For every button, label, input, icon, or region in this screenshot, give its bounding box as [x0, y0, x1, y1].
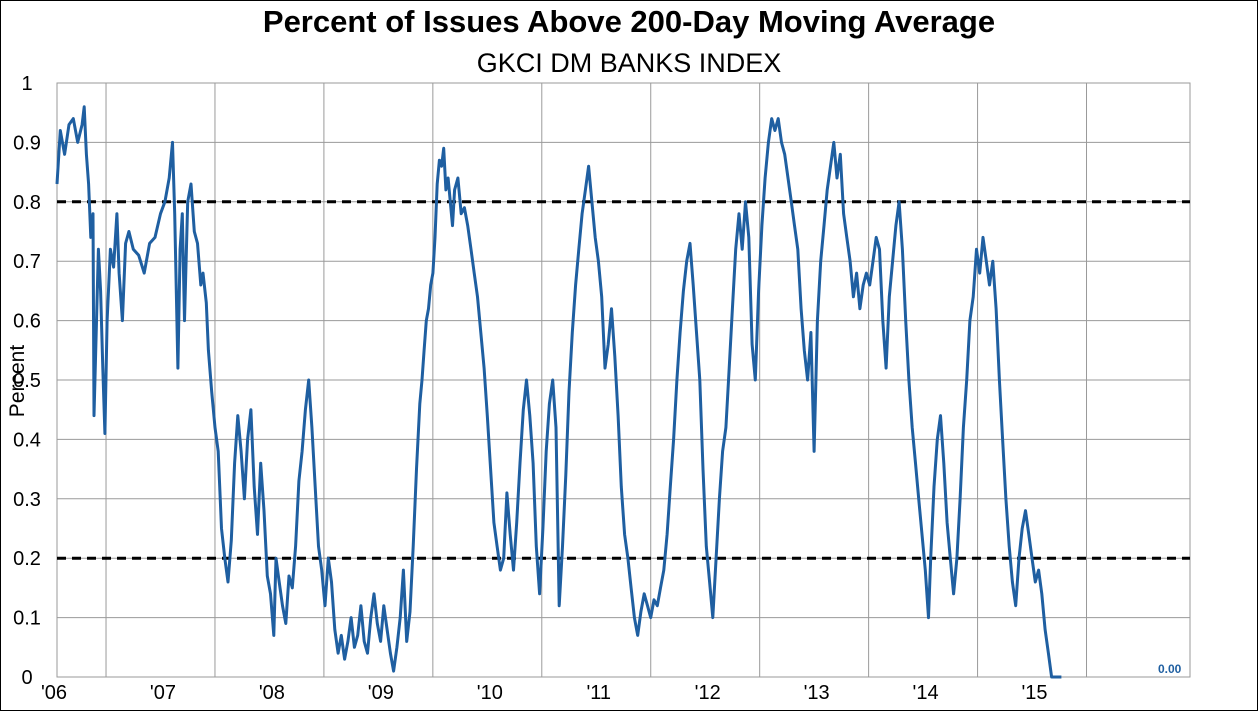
x-tick-label: '13 [804, 682, 830, 704]
grid-lines [56, 82, 1191, 678]
x-tick-label: '08 [259, 682, 285, 704]
chart-subtitle: GKCI DM BANKS INDEX [476, 48, 782, 78]
reference-lines [57, 200, 1190, 560]
end-value-label: 0.00 [1158, 662, 1182, 676]
series-group [55, 105, 1062, 679]
y-tick-label: 0.4 [13, 429, 41, 451]
x-tick-label: '09 [368, 682, 394, 704]
y-tick-label: 0.8 [13, 192, 41, 214]
y-axis-ticks: 0 0.1 0.2 0.3 0.4 0.5 0.6 0.7 0.8 0.9 1 [13, 73, 41, 689]
y-tick-label: 1 [21, 73, 32, 95]
x-tick-label: '06 [41, 682, 67, 704]
y-tick-label: 0.1 [13, 608, 41, 630]
y-axis-label: Percent [6, 345, 29, 418]
x-tick-label: '15 [1021, 682, 1047, 704]
y-tick-label: 0.5 [13, 370, 41, 392]
y-tick-label: 0.2 [13, 548, 41, 570]
y-tick-label: 0.9 [13, 132, 41, 154]
y-tick-label: 0 [21, 667, 32, 689]
y-tick-label: 0.3 [13, 489, 41, 511]
y-tick-label: 0.6 [13, 311, 41, 333]
y-tick-label: 0.7 [13, 251, 41, 273]
x-tick-label: '11 [586, 682, 611, 704]
series-line [55, 105, 1062, 679]
x-tick-label: '12 [695, 682, 721, 704]
chart-title: Percent of Issues Above 200-Day Moving A… [262, 4, 996, 39]
x-tick-label: '14 [913, 682, 939, 704]
x-tick-label: '07 [150, 682, 176, 704]
x-axis-ticks: '06 '07 '08 '09 '10 '11 '12 '13 '14 '15 [41, 682, 1048, 704]
x-tick-label: '10 [477, 682, 503, 704]
